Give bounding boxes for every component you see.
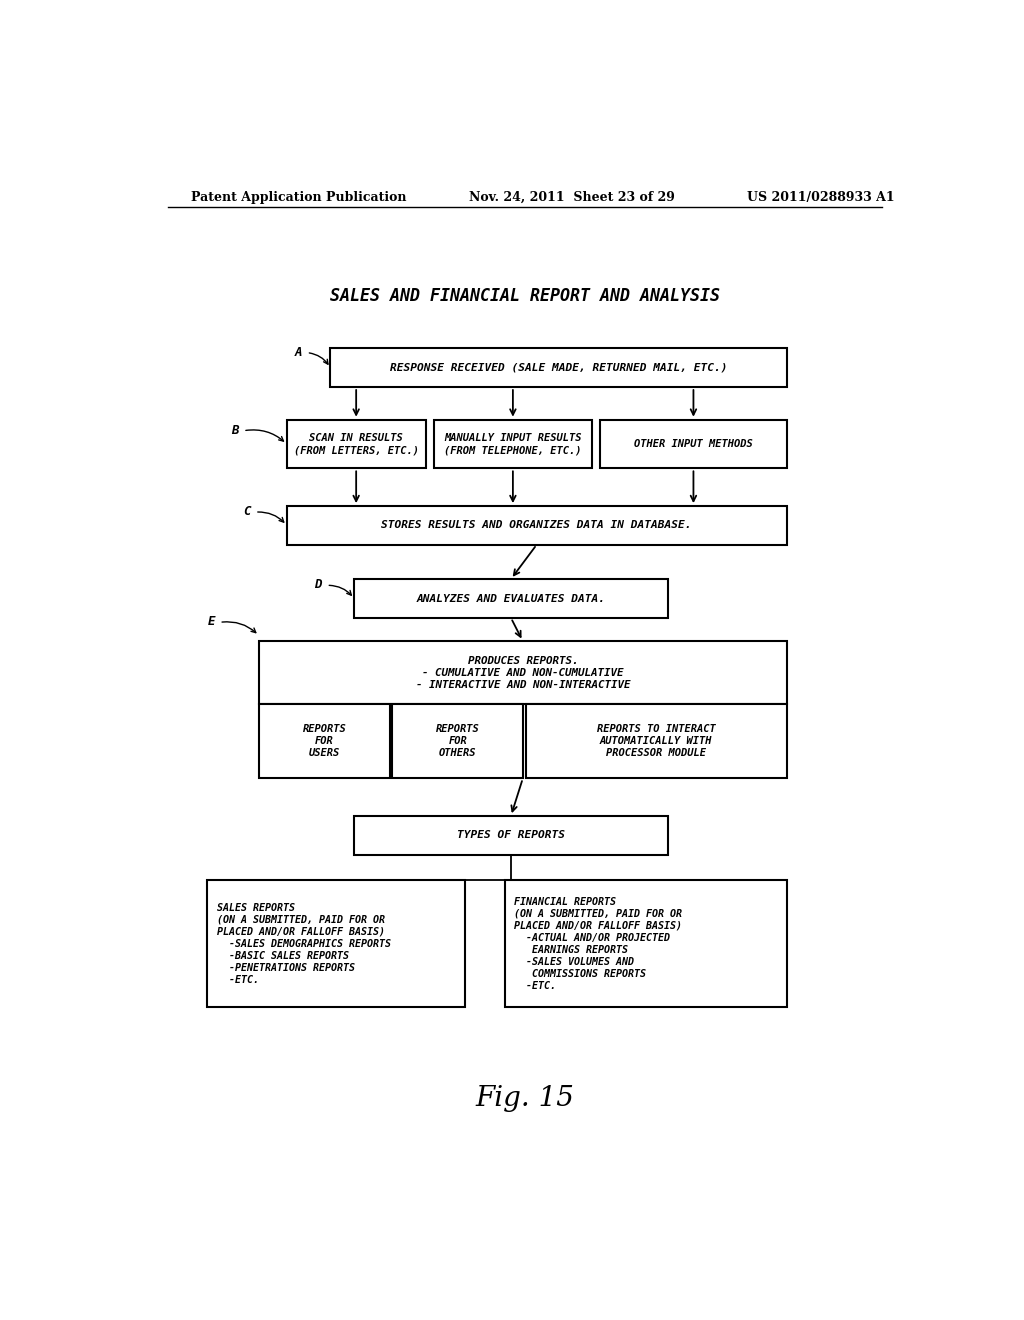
Text: TYPES OF REPORTS: TYPES OF REPORTS: [457, 830, 565, 841]
Text: SCAN IN RESULTS
(FROM LETTERS, ETC.): SCAN IN RESULTS (FROM LETTERS, ETC.): [294, 433, 419, 455]
FancyBboxPatch shape: [600, 420, 786, 469]
FancyBboxPatch shape: [287, 506, 786, 545]
FancyBboxPatch shape: [505, 880, 786, 1007]
FancyBboxPatch shape: [207, 880, 465, 1007]
Text: A: A: [295, 346, 302, 359]
Text: STORES RESULTS AND ORGANIZES DATA IN DATABASE.: STORES RESULTS AND ORGANIZES DATA IN DAT…: [382, 520, 692, 531]
Text: PRODUCES REPORTS.
- CUMULATIVE AND NON-CUMULATIVE
- INTERACTIVE AND NON-INTERACT: PRODUCES REPORTS. - CUMULATIVE AND NON-C…: [416, 656, 630, 689]
FancyBboxPatch shape: [259, 704, 390, 779]
FancyBboxPatch shape: [354, 816, 668, 854]
Text: ANALYZES AND EVALUATES DATA.: ANALYZES AND EVALUATES DATA.: [417, 594, 605, 603]
FancyBboxPatch shape: [287, 420, 426, 469]
Text: C: C: [243, 506, 251, 519]
FancyBboxPatch shape: [392, 704, 523, 779]
Text: RESPONSE RECEIVED (SALE MADE, RETURNED MAIL, ETC.): RESPONSE RECEIVED (SALE MADE, RETURNED M…: [390, 363, 727, 372]
Text: B: B: [231, 424, 239, 437]
Text: Patent Application Publication: Patent Application Publication: [191, 190, 407, 203]
Text: REPORTS TO INTERACT
AUTOMATICALLY WITH
PROCESSOR MODULE: REPORTS TO INTERACT AUTOMATICALLY WITH P…: [597, 725, 716, 758]
FancyBboxPatch shape: [259, 642, 786, 704]
Text: REPORTS
FOR
OTHERS: REPORTS FOR OTHERS: [436, 725, 479, 758]
FancyBboxPatch shape: [525, 704, 786, 779]
Text: SALES REPORTS
(ON A SUBMITTED, PAID FOR OR
PLACED AND/OR FALLOFF BASIS)
  -SALES: SALES REPORTS (ON A SUBMITTED, PAID FOR …: [217, 903, 391, 985]
Text: Fig. 15: Fig. 15: [475, 1085, 574, 1111]
Text: FINANCIAL REPORTS
(ON A SUBMITTED, PAID FOR OR
PLACED AND/OR FALLOFF BASIS)
  -A: FINANCIAL REPORTS (ON A SUBMITTED, PAID …: [514, 896, 682, 990]
FancyBboxPatch shape: [433, 420, 592, 469]
Text: Nov. 24, 2011  Sheet 23 of 29: Nov. 24, 2011 Sheet 23 of 29: [469, 190, 675, 203]
FancyBboxPatch shape: [331, 348, 786, 387]
Text: OTHER INPUT METHODS: OTHER INPUT METHODS: [634, 440, 753, 449]
Text: MANUALLY INPUT RESULTS
(FROM TELEPHONE, ETC.): MANUALLY INPUT RESULTS (FROM TELEPHONE, …: [444, 433, 582, 455]
Text: SALES AND FINANCIAL REPORT AND ANALYSIS: SALES AND FINANCIAL REPORT AND ANALYSIS: [330, 286, 720, 305]
Text: US 2011/0288933 A1: US 2011/0288933 A1: [748, 190, 895, 203]
Text: E: E: [207, 615, 215, 628]
Text: D: D: [314, 578, 322, 591]
Text: REPORTS
FOR
USERS: REPORTS FOR USERS: [302, 725, 346, 758]
FancyBboxPatch shape: [354, 579, 668, 618]
